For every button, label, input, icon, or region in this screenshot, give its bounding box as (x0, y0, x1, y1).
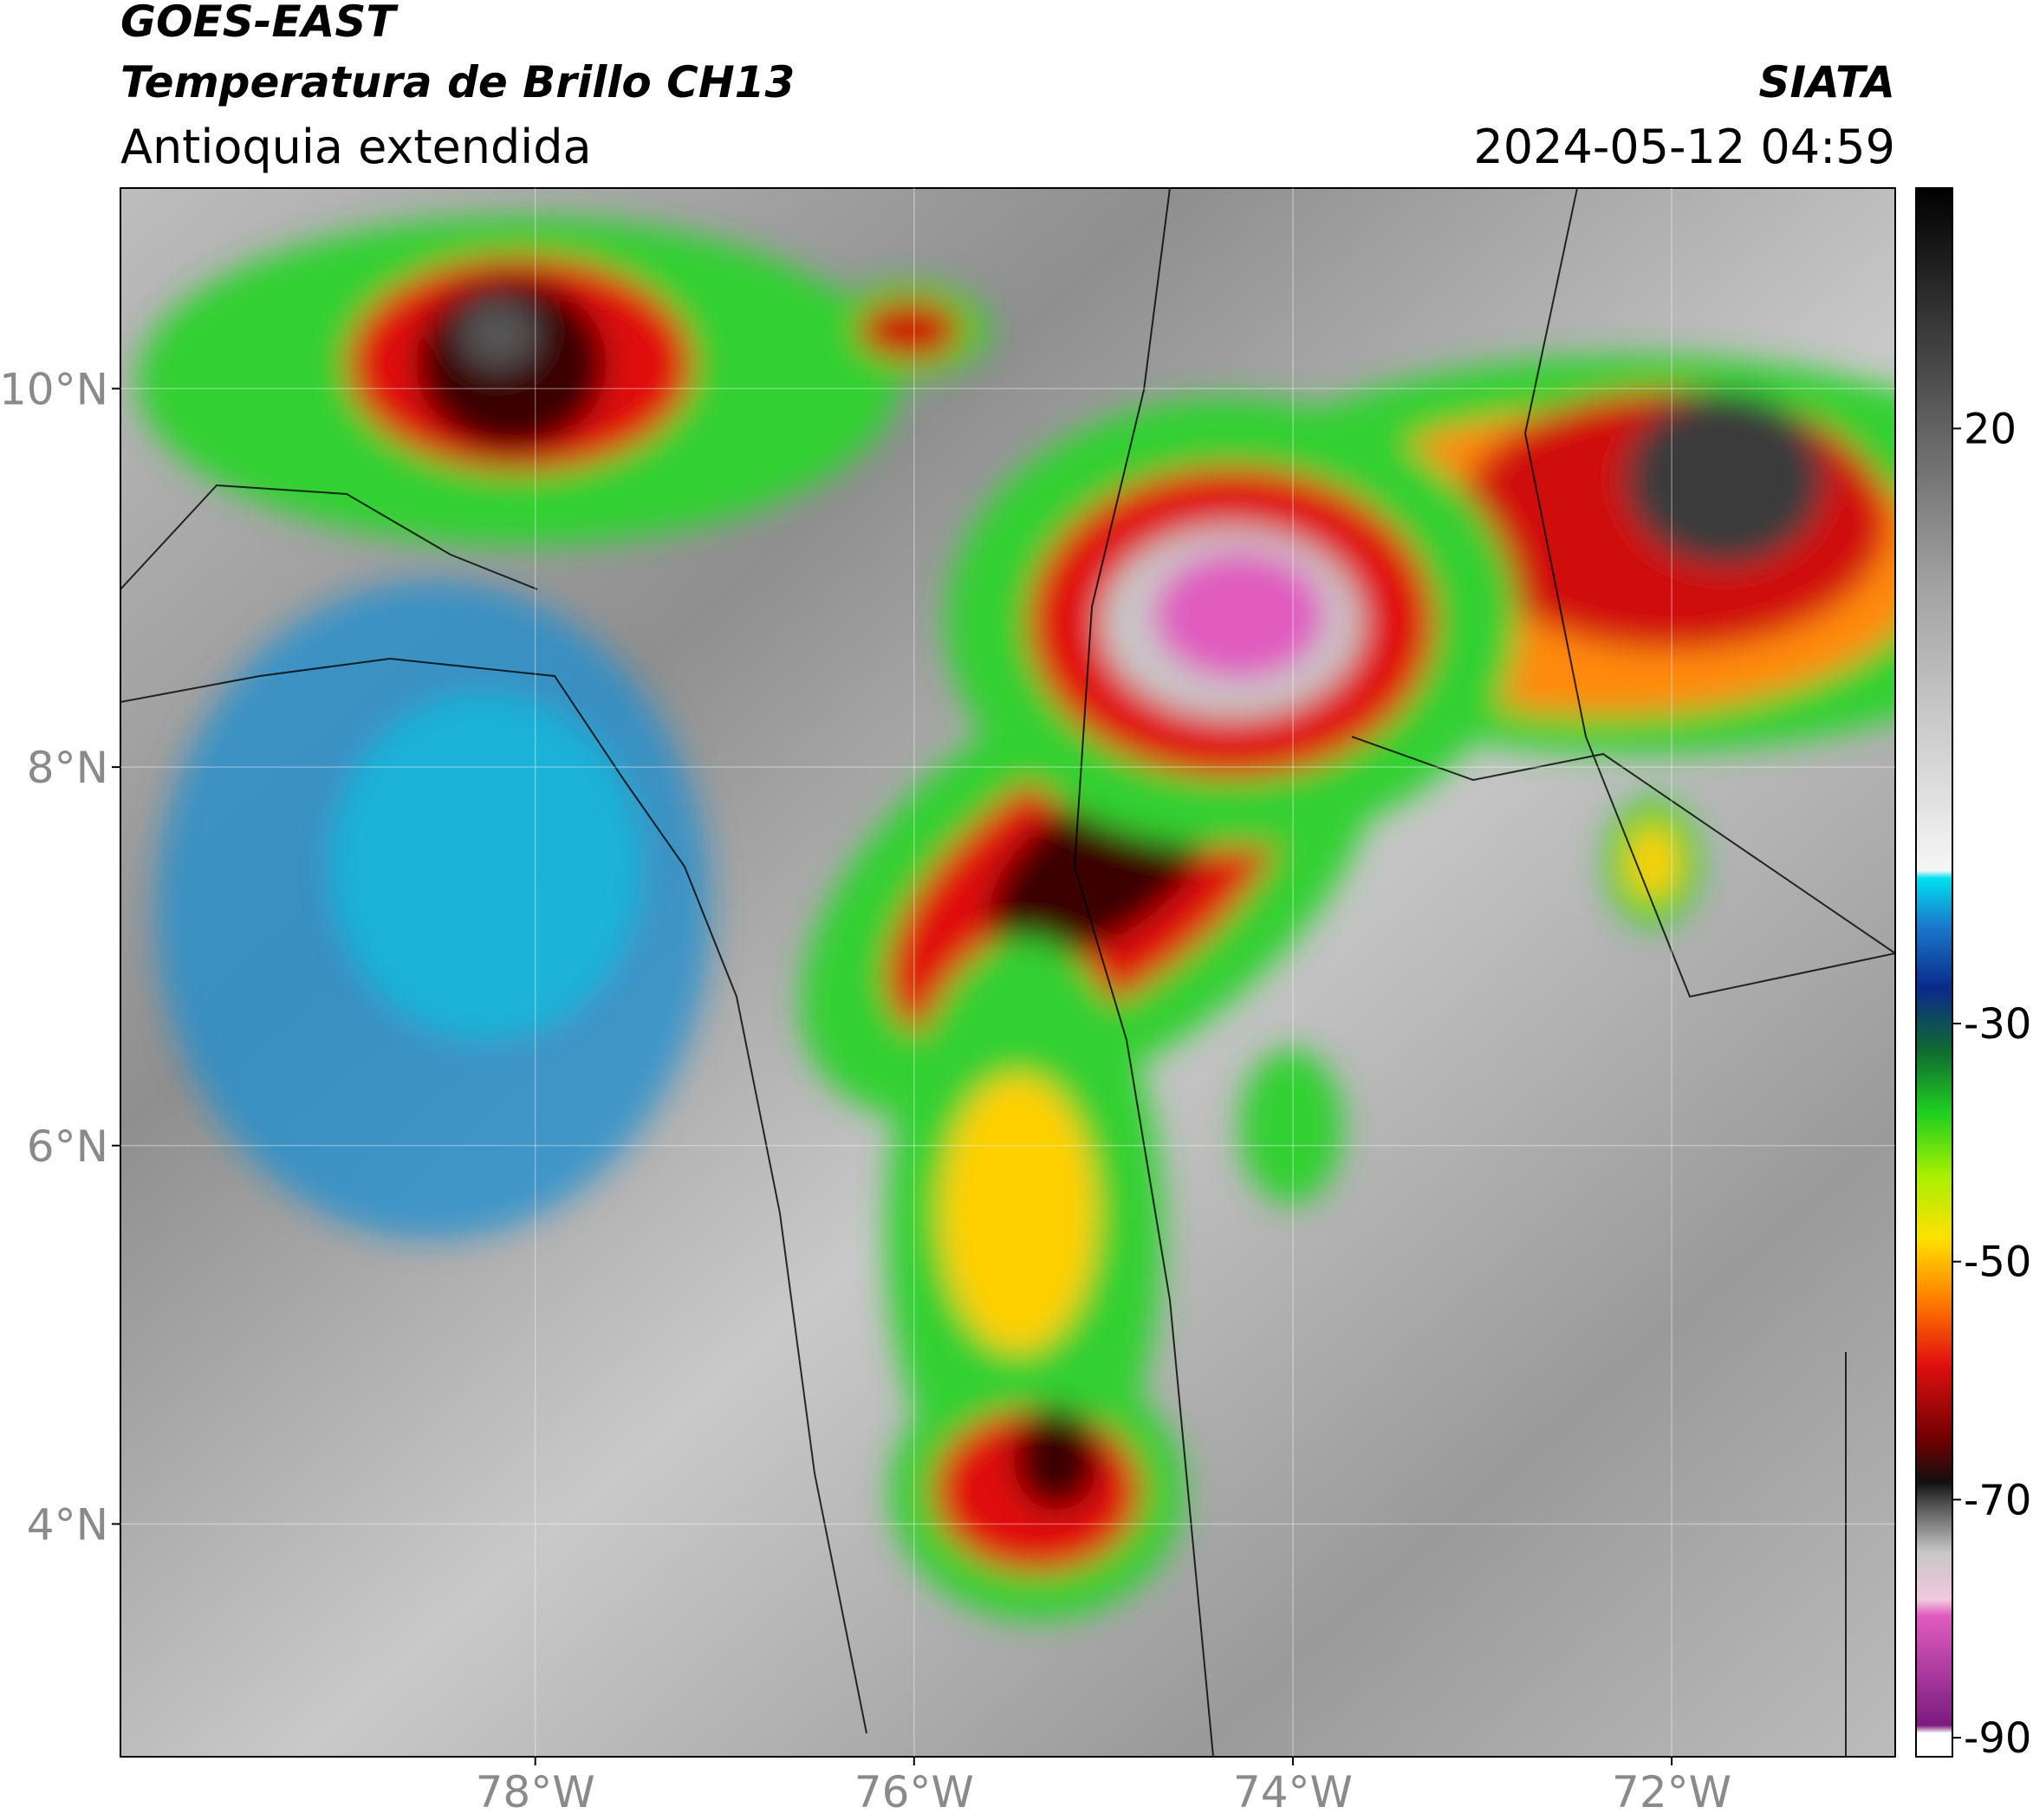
map-frame (120, 187, 1896, 1758)
subtitle: Temperatura de Brillo CH13 (120, 57, 795, 107)
region: Antioquia extendida (120, 120, 592, 174)
map-image (120, 188, 1895, 1757)
y-tick-label: 10°N (0, 364, 108, 414)
colorbar-tick-label: -30 (1964, 1000, 2031, 1049)
colorbar-tick-label: -90 (1964, 1714, 2031, 1763)
colorbar-tick-label: -50 (1964, 1238, 2031, 1287)
colorbar (1915, 187, 1953, 1758)
datetime: 2024-05-12 04:59 (1473, 120, 1895, 174)
y-tick-label: 8°N (27, 743, 108, 793)
y-tick-label: 6°N (27, 1121, 108, 1172)
x-tick-label: 78°W (476, 1767, 595, 1817)
y-tick-label: 4°N (27, 1499, 108, 1550)
title: GOES-EAST (120, 0, 399, 47)
colorbar-tick-label: -70 (1964, 1476, 2031, 1524)
x-tick-label: 72°W (1612, 1767, 1731, 1817)
source: SIATA (1759, 57, 1895, 107)
x-tick-label: 76°W (854, 1767, 974, 1817)
colorbar-tick-label: 20 (1964, 405, 2017, 453)
x-tick-label: 74°W (1233, 1767, 1353, 1817)
